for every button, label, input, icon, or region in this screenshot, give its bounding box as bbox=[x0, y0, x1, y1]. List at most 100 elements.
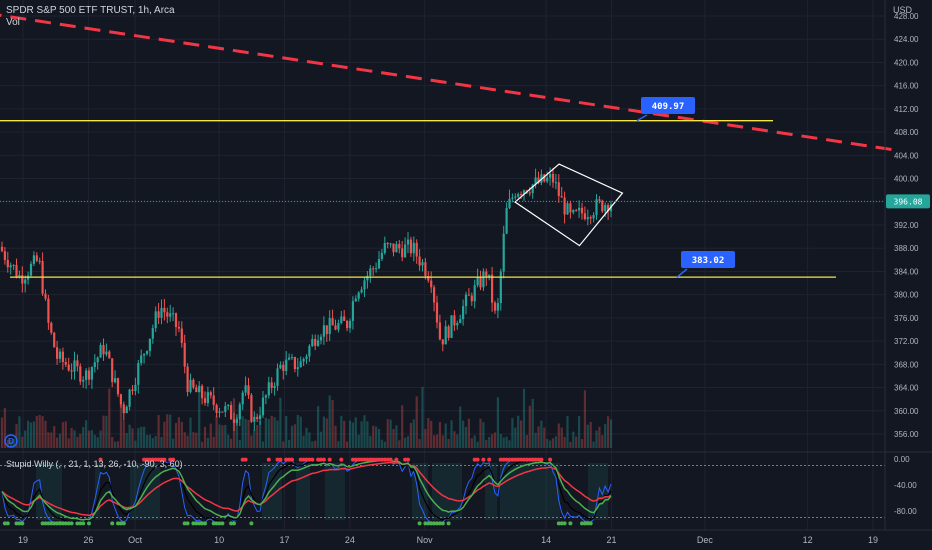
volume-bar bbox=[9, 440, 12, 448]
callout-pointer bbox=[676, 268, 688, 278]
candle-up bbox=[340, 316, 343, 324]
candle-down bbox=[67, 364, 70, 371]
oversold-dot bbox=[435, 521, 439, 526]
price-tick-label: 364.00 bbox=[894, 384, 919, 393]
oversold-dot bbox=[60, 521, 65, 526]
candle-up bbox=[317, 340, 320, 346]
volume-bar bbox=[90, 430, 93, 448]
candle-up bbox=[279, 364, 282, 369]
volume-bar bbox=[331, 400, 334, 448]
candle-down bbox=[346, 320, 349, 329]
overbought-dot bbox=[359, 457, 364, 462]
candle-up bbox=[592, 215, 595, 219]
price-axis[interactable]: 396.08 428.00 424.00 420.00 416.00 412.00 408.… bbox=[884, 0, 930, 530]
volume-bar bbox=[488, 436, 491, 448]
candle-up bbox=[369, 268, 372, 276]
volume-bar bbox=[96, 437, 99, 448]
candle-down bbox=[520, 194, 523, 196]
candle-up bbox=[154, 311, 157, 329]
volume-bar bbox=[21, 436, 24, 448]
price-tick-label: 400.00 bbox=[894, 175, 919, 184]
volume-bar bbox=[317, 406, 320, 448]
overbought-dot bbox=[350, 457, 355, 462]
drawings[interactable]: 409.97 383.02 D bbox=[0, 13, 892, 448]
candle-down bbox=[131, 389, 134, 392]
overbought-dot bbox=[379, 457, 384, 462]
oversold-dot bbox=[588, 521, 593, 526]
candle-up bbox=[267, 382, 270, 396]
indicator-zone bbox=[588, 462, 608, 521]
volume-bar bbox=[459, 406, 462, 448]
candle-up bbox=[227, 404, 230, 407]
volume-bar bbox=[41, 415, 44, 448]
oversold-dot bbox=[211, 521, 216, 526]
overbought-dot bbox=[321, 457, 326, 462]
candle-down bbox=[447, 326, 450, 338]
symbol-title: SPDR S&P 500 ETF TRUST, 1h, Arca bbox=[6, 5, 175, 16]
volume-bar bbox=[198, 386, 201, 448]
volume-bar bbox=[293, 424, 296, 448]
oversold-dot bbox=[217, 521, 222, 526]
candle-down bbox=[6, 259, 9, 268]
indicator-tick-label: -40.00 bbox=[894, 481, 917, 490]
overbought-dot bbox=[403, 457, 408, 462]
volume-bar bbox=[554, 436, 557, 448]
oversold-dot bbox=[87, 521, 91, 526]
volume-bar bbox=[346, 441, 349, 448]
volume-bar bbox=[508, 440, 511, 448]
candle-up bbox=[137, 363, 140, 385]
candle-up bbox=[90, 367, 93, 380]
candle-up bbox=[58, 351, 62, 359]
volume-bar bbox=[377, 428, 381, 448]
volume-label: Vol bbox=[6, 17, 20, 28]
candle-up bbox=[366, 275, 369, 281]
volume-bar bbox=[325, 418, 328, 448]
volume-bar bbox=[296, 415, 299, 448]
candle-down bbox=[56, 347, 59, 359]
time-axis[interactable]: 19 26 Oct 10 17 24 Nov 14 21 Dec 12 19 bbox=[0, 529, 932, 545]
candle-up bbox=[549, 173, 552, 178]
volume-bar bbox=[551, 438, 555, 448]
overbought-dot bbox=[539, 457, 544, 462]
time-tick-label: 24 bbox=[345, 535, 355, 545]
volume-bar bbox=[421, 386, 424, 448]
oversold-dot bbox=[585, 521, 590, 526]
oversold-dot bbox=[423, 521, 428, 526]
candle-down bbox=[569, 203, 572, 213]
overbought-dot bbox=[530, 457, 535, 462]
volume-bar bbox=[157, 415, 160, 448]
candle-down bbox=[334, 325, 337, 330]
candle-up bbox=[421, 262, 424, 266]
oversold-dot bbox=[568, 521, 573, 526]
candle-up bbox=[522, 190, 526, 195]
overbought-dot bbox=[310, 457, 315, 462]
overbought-dot bbox=[301, 457, 306, 462]
oversold-dot bbox=[432, 521, 437, 526]
volume-bar bbox=[247, 419, 250, 448]
volume-bar bbox=[366, 421, 369, 448]
volume-bar bbox=[12, 438, 15, 448]
volume-bar bbox=[485, 440, 488, 448]
candle-up bbox=[578, 207, 581, 211]
volume-bar bbox=[575, 436, 578, 448]
candle-up bbox=[18, 275, 21, 277]
volume-bar bbox=[111, 437, 114, 448]
overbought-dot bbox=[243, 457, 248, 462]
candle-up bbox=[383, 243, 386, 253]
volume-bar bbox=[528, 405, 531, 448]
overbought-dot bbox=[377, 457, 381, 462]
candle-up bbox=[73, 360, 76, 372]
oversold-dot bbox=[63, 521, 68, 526]
candle-down bbox=[221, 411, 224, 413]
volume-bar bbox=[578, 416, 581, 448]
oversold-dot bbox=[446, 521, 451, 526]
volume-bar bbox=[230, 438, 233, 448]
candle-up bbox=[114, 378, 117, 383]
oversold-dot bbox=[182, 521, 187, 526]
volume-bar bbox=[340, 415, 343, 448]
overbought-dot bbox=[481, 457, 486, 462]
volume-bar bbox=[496, 397, 499, 448]
volume-bar bbox=[534, 432, 537, 448]
price-tick-label: 428.00 bbox=[894, 12, 919, 21]
